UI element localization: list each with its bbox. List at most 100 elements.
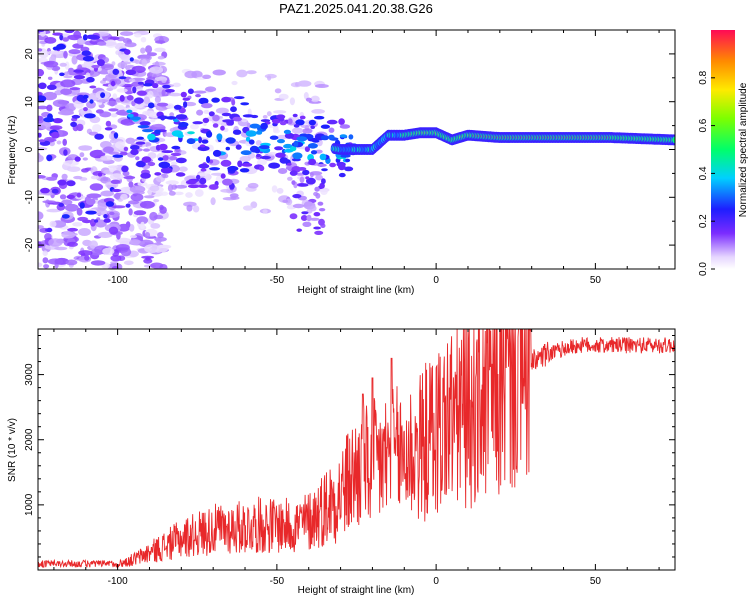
spectrogram-cell [86, 76, 95, 83]
spectrogram-cell [250, 114, 259, 119]
spectrogram-cell [97, 41, 107, 46]
spectrogram-cell [321, 178, 326, 185]
spectrogram-cell [306, 177, 316, 185]
spectrogram-cell [46, 84, 57, 91]
spectrogram-cell [305, 176, 310, 180]
spectrogram-cell [78, 20, 85, 23]
spectrogram-cell [38, 262, 43, 268]
spectrogram-cell [66, 180, 76, 187]
spectrogram-cell [157, 232, 164, 239]
spectrogram-cell [320, 124, 330, 129]
spectrogram-cell [260, 122, 268, 130]
spectrogram-cell [221, 96, 232, 103]
spectrogram-cell [171, 145, 181, 150]
spectrogram-cell [58, 202, 64, 207]
spectrogram-cell [72, 222, 83, 227]
spectrogram-cell [137, 90, 147, 96]
spectrogram-cell [283, 143, 293, 149]
spectrogram-cell [38, 132, 42, 138]
spectrogram-cell [147, 90, 154, 99]
spectrogram-cell [59, 194, 67, 200]
spectrogram-cell [318, 208, 326, 212]
spectrogram-cell [237, 160, 243, 168]
spectrogram-cell [174, 184, 188, 189]
spectrogram-cell [320, 189, 328, 195]
spectrogram-cell [38, 154, 44, 163]
spectrogram-cell [212, 114, 220, 122]
colorbar-label: Normalized spectral amplitude [738, 82, 749, 217]
spectrogram-cell [38, 95, 47, 103]
spectrogram-cell [209, 184, 219, 190]
spectrogram-cell [222, 119, 235, 123]
spectrogram-cell [147, 133, 156, 141]
spectrogram-cell [314, 230, 324, 235]
spectrogram-cell [300, 215, 308, 221]
spectrogram-cell [108, 108, 119, 112]
spectrogram-cell [216, 133, 223, 141]
spectrogram-cell [344, 166, 354, 172]
spectrogram-cell [308, 158, 317, 166]
spectrogram-cell [89, 99, 94, 104]
spectrogram-cell [109, 36, 120, 41]
spectrogram-cell [61, 231, 76, 239]
spectrogram-cell [42, 250, 48, 256]
spectrogram-cell [205, 86, 217, 92]
spectrogram-cell [296, 228, 303, 232]
spectrogram-cell [127, 113, 134, 118]
spectrogram-cell [89, 85, 97, 89]
spectrogram-cell [232, 129, 242, 135]
spectrogram-ytick-label: 0 [24, 146, 35, 152]
spectrogram-cell [185, 180, 197, 185]
spectrogram-cell [169, 112, 175, 117]
spectrogram-cell [143, 148, 150, 152]
spectrogram-cell [150, 118, 156, 123]
spectrogram-cell [135, 85, 143, 92]
spectrogram-cell [79, 202, 85, 209]
spectrogram-cell [172, 82, 181, 88]
spectrogram-cell [318, 218, 325, 226]
spectrogram-cell [100, 190, 114, 197]
spectrogram-cell [69, 87, 81, 91]
spectrogram-cell [306, 214, 312, 222]
spectrogram-cell [82, 55, 94, 62]
snr-series-line [38, 329, 675, 570]
spectrogram-cell [338, 172, 346, 178]
spectrogram-cell [308, 119, 316, 126]
spectrogram-cell [289, 170, 298, 176]
spectrogram-cell [125, 221, 131, 229]
spectrogram-cell [277, 139, 285, 144]
spectrogram-cell [326, 119, 338, 125]
spectrogram-cell [328, 134, 335, 140]
spectrogram-cell [43, 117, 55, 123]
spectrogram-cell [262, 209, 268, 214]
spectrogram-cell [319, 182, 325, 189]
spectrogram-cell [209, 167, 221, 171]
spectrogram-cell [123, 175, 136, 180]
spectrogram-cell [160, 167, 173, 174]
spectrogram-cell [126, 95, 134, 101]
spectrogram-cell [38, 139, 46, 143]
spectrogram-cell [57, 179, 67, 186]
spectrogram-cell [91, 64, 100, 69]
spectrogram-cell [329, 162, 336, 168]
spectrogram-cell [81, 168, 89, 173]
spectrogram-cell [338, 163, 346, 171]
spectrogram-cell [84, 113, 96, 119]
spectrogram-cell [61, 173, 68, 180]
spectrogram-cell [187, 184, 200, 189]
spectrogram-cell [107, 165, 119, 169]
spectrogram-cell [63, 71, 70, 76]
spectrogram-cell [112, 154, 124, 158]
spectrogram-cell [202, 74, 212, 80]
spectrogram-cell [159, 191, 169, 196]
spectrogram-cell [96, 217, 101, 221]
spectrogram-cell [97, 172, 103, 177]
spectrogram-cell [313, 212, 321, 217]
spectrogram-cell [129, 224, 135, 232]
spectrogram-cell [271, 185, 278, 193]
colorbar-tick-label: 0.0 [698, 262, 709, 276]
spectrogram-cell [150, 223, 161, 229]
spectrogram-cell [94, 219, 99, 223]
spectrogram-cell [249, 123, 261, 129]
